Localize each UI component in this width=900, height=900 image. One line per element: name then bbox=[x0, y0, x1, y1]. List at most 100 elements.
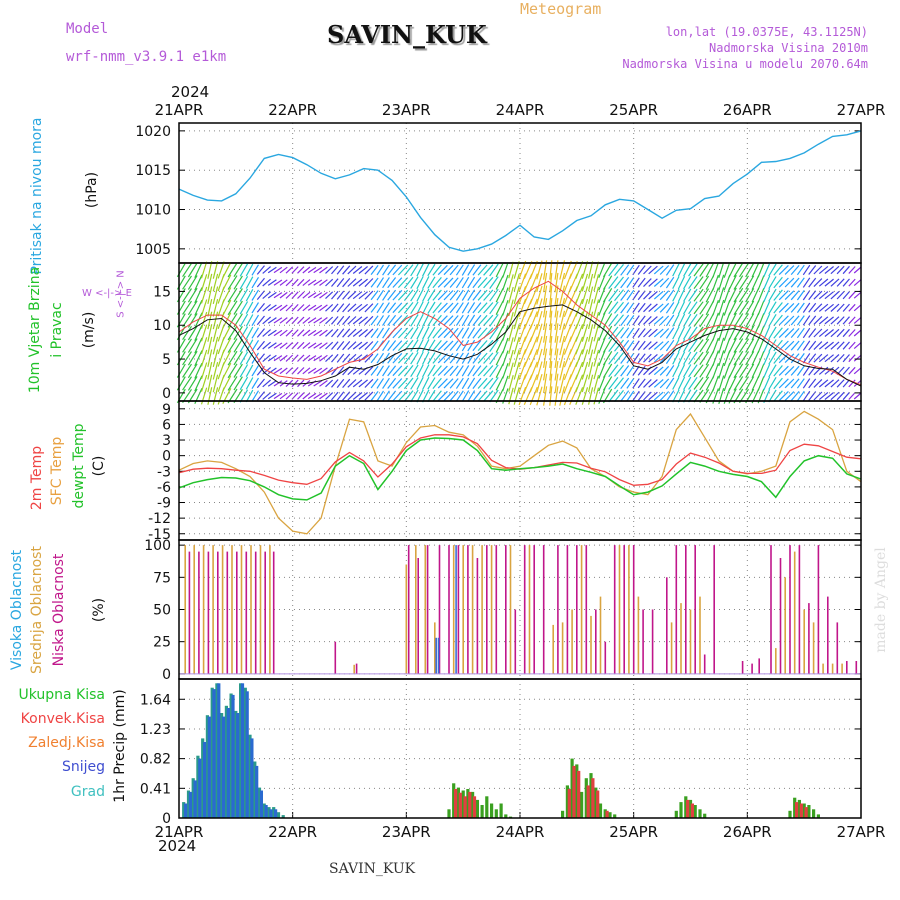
wind-arrow bbox=[403, 327, 414, 339]
wind-arrow bbox=[382, 390, 390, 402]
wind-arrow bbox=[364, 328, 374, 338]
wind-arrow bbox=[842, 366, 850, 375]
wind-arrow bbox=[598, 325, 606, 341]
wind-arrow bbox=[227, 338, 238, 353]
wind-arrow bbox=[416, 351, 424, 365]
wind-arrow bbox=[751, 338, 760, 353]
wind-arrow bbox=[262, 291, 271, 300]
wind-arrow bbox=[342, 278, 351, 288]
wind-arrow bbox=[477, 289, 488, 301]
wind-arrow bbox=[620, 327, 630, 339]
wind-arrow bbox=[325, 392, 334, 400]
wind-arrow bbox=[239, 275, 249, 290]
wind-arrow bbox=[422, 288, 430, 302]
wind-arrow bbox=[778, 264, 789, 276]
wind-arrow bbox=[588, 261, 594, 279]
wind-arrow bbox=[352, 316, 363, 325]
wind-arrow bbox=[267, 317, 277, 324]
wind-arrow bbox=[313, 279, 323, 286]
wind-arrow bbox=[790, 302, 800, 313]
x-tick-label-bottom: 23APR bbox=[382, 823, 431, 841]
x-tick-label-top: 21APR bbox=[155, 101, 204, 119]
precip-bar-total bbox=[272, 807, 276, 818]
wind-arrow bbox=[543, 361, 548, 381]
wind-arrow bbox=[347, 316, 357, 325]
wind-arrow bbox=[291, 278, 299, 287]
wind-arrow bbox=[194, 350, 203, 367]
wind-arrow bbox=[802, 353, 811, 364]
wind-arrow bbox=[672, 377, 680, 390]
wind-arrow bbox=[529, 336, 538, 355]
wind-arrow bbox=[824, 341, 834, 350]
wind-arrow bbox=[637, 277, 646, 288]
wind-arrow bbox=[818, 303, 829, 312]
wind-arrow bbox=[643, 278, 652, 288]
wind-arrow bbox=[588, 362, 594, 380]
wind-arrow bbox=[461, 276, 470, 289]
wind-arrow bbox=[778, 315, 789, 326]
wind-arrow bbox=[745, 262, 755, 278]
wind-arrow bbox=[683, 389, 692, 403]
wind-arrow bbox=[233, 338, 243, 353]
wind-arrow bbox=[489, 314, 499, 327]
wind-arrow bbox=[262, 266, 271, 274]
wind-arrow bbox=[802, 378, 811, 389]
wind-arrow bbox=[608, 263, 619, 277]
temp-ytick-label: -3 bbox=[157, 464, 171, 480]
wind-arrow bbox=[677, 288, 686, 302]
wind-arrow bbox=[549, 361, 553, 381]
wind-arrow bbox=[364, 366, 374, 376]
wind-arrow bbox=[818, 379, 829, 388]
wind-arrow bbox=[745, 300, 755, 316]
pressure-line bbox=[178, 130, 862, 252]
wind-arrow bbox=[502, 375, 509, 392]
wind-arrow bbox=[830, 379, 840, 388]
wind-arrow bbox=[778, 365, 789, 376]
wind-arrow bbox=[455, 277, 464, 289]
wind-arrow bbox=[723, 287, 731, 304]
wind-arrow bbox=[813, 328, 823, 338]
wind-arrow bbox=[751, 376, 760, 391]
wind-arrow bbox=[302, 316, 311, 324]
wind-gust-line bbox=[178, 280, 862, 386]
precip-bar-total_b bbox=[816, 814, 820, 818]
wind-arrow bbox=[302, 266, 311, 274]
wind-arrow bbox=[212, 374, 219, 393]
temp-ytick-label: -6 bbox=[157, 480, 171, 496]
wind-arrow bbox=[392, 378, 403, 389]
wind-arrow bbox=[768, 326, 777, 340]
wind-arrow bbox=[461, 365, 470, 377]
wind-arrow bbox=[233, 363, 243, 378]
wind-arrow bbox=[768, 263, 777, 277]
wind-arrow bbox=[620, 365, 630, 377]
wind-arrow bbox=[502, 337, 509, 354]
wind-arrow bbox=[813, 378, 823, 388]
wind-arrow bbox=[757, 287, 765, 303]
precip-ytick-label: 1.64 bbox=[140, 692, 171, 708]
wind-arrow bbox=[853, 392, 862, 400]
wind-arrow bbox=[200, 261, 208, 279]
wind-arrow bbox=[712, 337, 719, 354]
precip-bar-total_b bbox=[466, 789, 470, 818]
wind-arrow bbox=[273, 279, 283, 286]
wind-arrow bbox=[602, 300, 613, 316]
wind-arrow bbox=[757, 300, 765, 316]
wind-arrow bbox=[416, 263, 424, 277]
wind-arrow bbox=[194, 262, 203, 278]
wind-arrow bbox=[575, 261, 584, 279]
wind-arrow bbox=[461, 377, 470, 390]
wind-arrow bbox=[352, 303, 363, 312]
wind-arrow bbox=[796, 302, 805, 313]
precip-bar-total bbox=[229, 693, 233, 818]
wind-arrow bbox=[307, 317, 317, 324]
precip-bar-snow bbox=[193, 780, 197, 818]
wind-arrow bbox=[443, 365, 454, 376]
wind-arrow bbox=[836, 265, 845, 275]
precip-bar-total_b bbox=[504, 814, 508, 818]
wind-arrow bbox=[382, 352, 390, 364]
wind-arrow bbox=[536, 285, 543, 305]
wind-arrow bbox=[222, 375, 232, 392]
wind-arrow bbox=[364, 265, 374, 275]
wind-arrow bbox=[207, 336, 213, 355]
